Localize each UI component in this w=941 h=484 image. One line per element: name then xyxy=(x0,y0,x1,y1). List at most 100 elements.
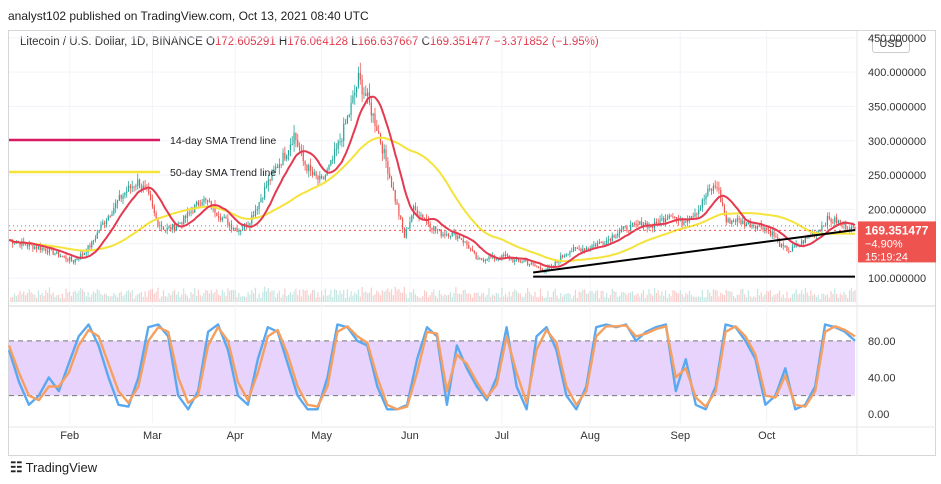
volume-bar xyxy=(387,288,389,302)
candle-body xyxy=(291,143,293,145)
volume-bar xyxy=(624,292,626,302)
candle-body xyxy=(111,213,113,217)
volume-bar xyxy=(54,296,56,302)
candle-body xyxy=(832,222,834,224)
volume-bar xyxy=(554,288,556,302)
candle-body xyxy=(155,213,157,220)
tradingview-brand[interactable]: ☷ TradingView xyxy=(10,459,97,476)
candle-body xyxy=(530,263,532,265)
candle-body xyxy=(300,149,303,152)
candle-body xyxy=(663,218,665,223)
volume-bar xyxy=(245,297,247,302)
candle-body xyxy=(766,227,768,230)
volume-bar xyxy=(446,295,448,302)
volume-bar xyxy=(67,292,69,302)
candle-body xyxy=(332,159,334,161)
volume-bar xyxy=(370,287,372,302)
volume-bar xyxy=(688,290,691,302)
candle-body xyxy=(321,175,323,179)
volume-bar xyxy=(284,288,286,302)
candle-body xyxy=(604,244,606,246)
candle-body xyxy=(850,226,852,232)
volume-bar xyxy=(28,289,30,302)
volume-bar xyxy=(574,289,577,302)
candle-body xyxy=(355,86,358,93)
candle-body xyxy=(403,228,406,238)
volume-bar xyxy=(374,294,376,302)
x-tick-label: Jul xyxy=(495,430,509,442)
volume-bar xyxy=(107,295,109,302)
volume-bar xyxy=(138,293,141,302)
volume-bar xyxy=(506,296,509,302)
candle-body xyxy=(622,226,624,230)
volume-bar xyxy=(411,292,413,302)
volume-bar xyxy=(604,297,606,302)
candle-body xyxy=(32,244,34,249)
volume-bar xyxy=(218,294,220,302)
candle-body xyxy=(580,248,582,252)
candle-body xyxy=(227,218,229,226)
currency-button[interactable]: USD xyxy=(872,35,910,53)
volume-bar xyxy=(131,290,133,302)
osc-tick-label: 40.00 xyxy=(868,372,896,384)
volume-bar xyxy=(74,290,76,302)
volume-bar xyxy=(315,297,317,302)
candle-body xyxy=(166,227,168,231)
stochastic-band xyxy=(9,340,855,396)
candle-body xyxy=(512,258,514,262)
candle-body xyxy=(190,211,192,213)
volume-bar xyxy=(59,298,62,302)
candle-body xyxy=(275,166,277,170)
candle-body xyxy=(534,264,536,267)
volume-bar xyxy=(538,297,540,302)
candle-body xyxy=(836,217,838,224)
candle-body xyxy=(644,222,646,225)
candle-body xyxy=(398,204,400,216)
volume-bar xyxy=(532,296,534,302)
volume-bar xyxy=(573,295,575,302)
candle-body xyxy=(578,248,580,250)
volume-bar xyxy=(685,293,687,302)
volume-bar xyxy=(475,292,477,302)
candle-body xyxy=(322,178,325,180)
volume-bar xyxy=(460,294,463,302)
volume-bar xyxy=(26,293,28,302)
volume-bar xyxy=(87,292,89,302)
candle-body xyxy=(348,114,350,117)
volume-bar xyxy=(363,292,365,302)
volume-bar xyxy=(832,294,834,302)
volume-bar xyxy=(641,292,643,302)
candle-body xyxy=(85,252,87,254)
volume-bar xyxy=(503,296,505,302)
candle-body xyxy=(372,113,374,116)
volume-bar xyxy=(806,292,808,302)
candle-body xyxy=(446,234,448,236)
volume-bar xyxy=(607,297,610,302)
volume-bar xyxy=(666,297,669,302)
candle-body xyxy=(186,212,188,218)
candle-body xyxy=(344,123,347,125)
candle-body xyxy=(67,259,69,261)
x-tick-label: Sep xyxy=(670,430,690,442)
candle-body xyxy=(83,252,86,255)
candle-body xyxy=(694,213,696,217)
volume-bar xyxy=(674,290,676,302)
candle-body xyxy=(381,143,383,154)
volume-bar xyxy=(817,294,819,302)
volume-bar xyxy=(418,297,420,302)
candle-body xyxy=(718,187,720,191)
volume-bar xyxy=(93,291,95,302)
volume-bar xyxy=(725,289,727,302)
candle-body xyxy=(140,187,143,189)
candle-body xyxy=(302,151,304,162)
candle-body xyxy=(451,232,453,236)
volume-bar xyxy=(523,296,525,302)
volume-bar xyxy=(15,296,17,302)
volume-bar xyxy=(801,290,803,302)
candle-body xyxy=(802,240,805,244)
candle-body xyxy=(234,227,236,229)
trend-line-rising[interactable] xyxy=(533,228,856,274)
volume-bar xyxy=(243,296,246,302)
candle-body xyxy=(576,247,578,249)
